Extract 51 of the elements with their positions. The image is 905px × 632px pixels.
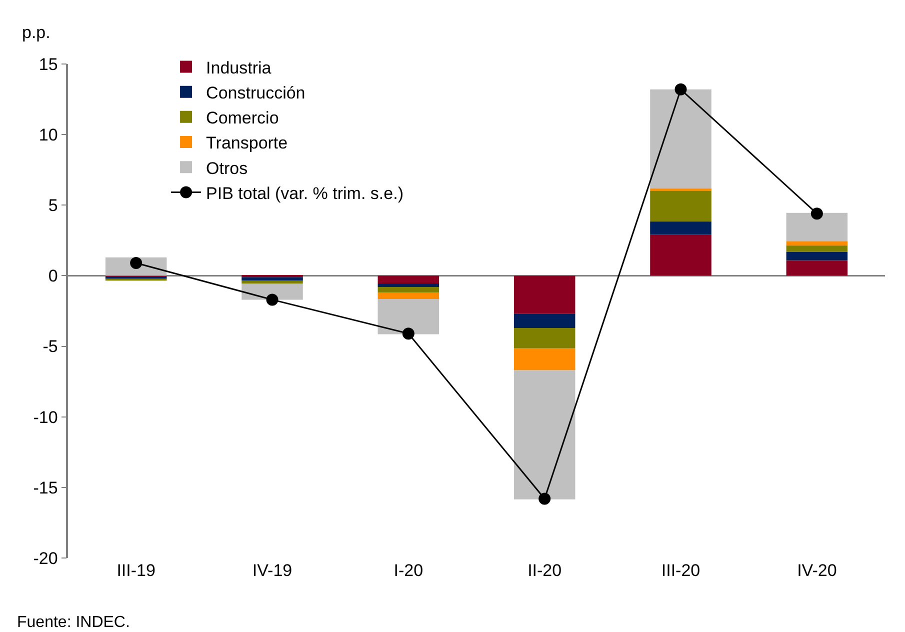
bar [514,348,576,370]
bar [786,241,848,246]
bar [378,287,440,293]
x-tick-label: III-20 [661,561,700,580]
point [402,328,414,340]
y-tick-label: 15 [38,54,58,74]
bar [514,314,576,328]
x-tick-label: II-20 [528,561,562,580]
bar [650,221,712,235]
bar [378,283,440,288]
point [130,257,142,270]
x-tick-label: IV-19 [252,561,292,580]
y-tick-label: -10 [33,408,58,427]
bar [378,292,440,299]
x-tick-label: I-20 [394,561,424,580]
point [810,208,823,220]
y-tick-label: -20 [33,548,58,568]
bar [786,260,848,276]
point [674,83,687,96]
y-tick-label: 0 [48,266,58,286]
bar [650,188,712,192]
source-note: Fuente: INDEC. [17,614,130,631]
legend-label: Construcción [206,83,306,102]
bar [514,276,576,314]
bar [650,234,712,276]
x-tick-label: IV-20 [797,561,837,580]
bar [650,89,712,188]
bar [786,245,848,252]
legend-label: Comercio [206,108,279,128]
x-tick-label: III-19 [116,561,156,580]
bar [242,277,303,281]
bar [650,191,712,222]
legend-label: Transporte [206,134,288,153]
point [266,294,278,306]
y-tick-label: 5 [48,196,58,216]
y-tick-label: -5 [42,337,58,356]
bar [786,212,848,242]
legend-label: PIB total (var. % trim. s.e.) [206,184,404,203]
bar [378,276,440,284]
bar [514,370,576,500]
legend-label: Otros [206,158,248,178]
bar [378,299,440,334]
y-tick-label: 10 [38,126,58,145]
bar [242,280,303,284]
bar [514,328,576,348]
y-tick-label: -15 [33,478,58,498]
legend-label: Industria [206,58,272,78]
bar [242,283,303,300]
y-axis-title: p.p. [22,23,50,42]
point [538,492,551,505]
bar [786,252,848,260]
